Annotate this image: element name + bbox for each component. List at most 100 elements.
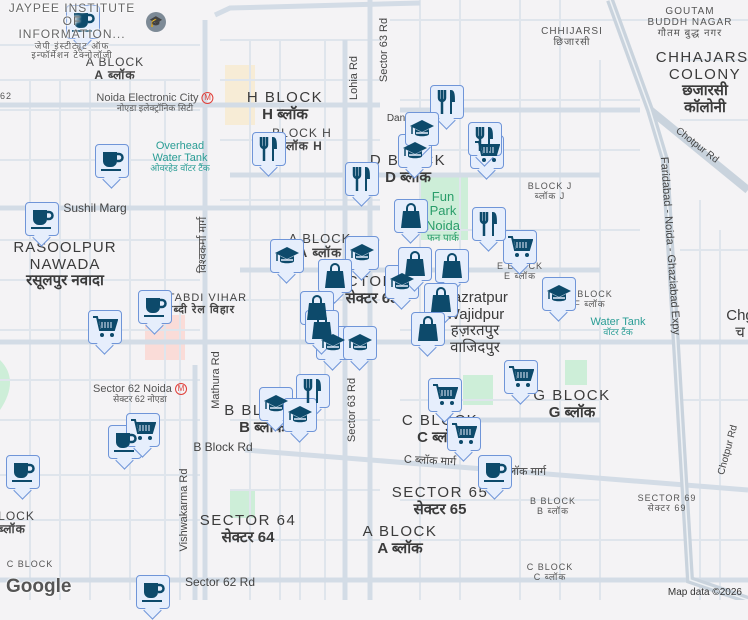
area-a-block-c: A BLOCK A ब्लॉक — [288, 231, 352, 261]
coffee-marker[interactable] — [6, 455, 40, 489]
cart-marker[interactable] — [503, 230, 537, 264]
bag-icon — [430, 287, 452, 313]
area-g-block: G BLOCK G ब्लॉक — [533, 387, 611, 421]
restaurant-icon — [479, 211, 499, 237]
coffee-marker[interactable] — [136, 575, 170, 609]
school-marker[interactable] — [343, 326, 377, 360]
main-roads — [0, 0, 748, 600]
coffee-icon — [483, 461, 507, 483]
school-marker[interactable] — [405, 112, 439, 146]
road-sector-63-rd-north: Sector 63 Rd — [377, 17, 390, 83]
area-sector-69: SECTOR 69 सेक्टर 69 — [637, 493, 697, 513]
poi-fun-park-noida[interactable]: Fun Park Noida फन पार्क — [426, 189, 460, 244]
area-block-h: BLOCK H ब्लॉक H — [272, 126, 332, 154]
coffee-marker[interactable] — [66, 5, 100, 39]
restaurant-icon — [475, 126, 495, 152]
coffee-marker[interactable] — [138, 290, 172, 324]
school-icon — [409, 118, 435, 140]
cart-icon — [451, 422, 477, 446]
school-poi-icon[interactable]: 🎓 — [146, 12, 166, 32]
bag-marker[interactable] — [424, 283, 458, 317]
area-chg: Chgच — [726, 307, 748, 341]
edge-label-62: 62 — [0, 91, 13, 101]
map-attribution[interactable]: Map data ©2026 — [667, 587, 742, 598]
restaurant-marker[interactable] — [472, 207, 506, 241]
poi-sector-62-noida[interactable]: Sector 62 Noida M सेक्टर 62 नोएडा — [93, 383, 187, 405]
coffee-marker[interactable] — [95, 144, 129, 178]
restaurant-marker[interactable] — [345, 162, 379, 196]
area-goutam-buddh-nagar: GOUTAM BUDDH NAGAR गौतम बुद्ध नगर — [647, 6, 733, 39]
cart-icon — [130, 418, 156, 442]
area-chhijarsi: CHHIJARSI छिजारसी — [541, 26, 603, 48]
school-icon — [402, 140, 428, 162]
area-a-block-s: A BLOCK A ब्लॉक — [362, 523, 438, 557]
school-marker[interactable] — [283, 398, 317, 432]
area-a-block-nw: A BLOCK A ब्लॉक — [85, 55, 145, 83]
school-marker[interactable] — [542, 277, 576, 311]
poi-water-tank[interactable]: Water Tank वॉटर टैंक — [590, 316, 646, 338]
school-icon — [546, 283, 572, 305]
school-marker[interactable] — [398, 134, 432, 168]
google-logo[interactable]: Google — [6, 576, 72, 597]
restaurant-icon — [259, 136, 279, 162]
bag-icon — [311, 314, 333, 340]
bag-icon — [441, 253, 463, 279]
cart-icon — [432, 383, 458, 407]
restaurant-marker[interactable] — [252, 132, 286, 166]
cart-icon — [508, 365, 534, 389]
school-icon — [287, 404, 313, 426]
coffee-marker[interactable] — [478, 455, 512, 489]
metro-icon: M — [201, 92, 214, 105]
bag-marker[interactable] — [411, 312, 445, 346]
area-c-block-sw: C BLOCK — [6, 559, 54, 569]
school-marker[interactable] — [345, 236, 379, 270]
restaurant-marker[interactable] — [430, 85, 464, 119]
metro-icon: M — [174, 383, 187, 396]
cart-marker[interactable] — [88, 310, 122, 344]
cart-marker[interactable] — [447, 417, 481, 451]
coffee-icon — [113, 431, 137, 453]
road-sushil-marg: Sushil Marg — [63, 201, 127, 215]
coffee-icon — [71, 11, 95, 33]
area-f-block: F BLOCK F ब्लॉक — [567, 289, 613, 309]
area-b-block-e: B BLOCK B ब्लॉक — [529, 496, 577, 516]
bag-marker[interactable] — [435, 249, 469, 283]
area-sector-65: SECTOR 65 सेक्टर 65 — [391, 484, 489, 518]
bag-icon — [404, 251, 426, 277]
school-marker[interactable] — [270, 239, 304, 273]
restaurant-marker[interactable] — [468, 122, 502, 156]
bag-marker[interactable] — [318, 259, 352, 293]
cart-marker[interactable] — [126, 413, 160, 447]
school-icon — [274, 245, 300, 267]
cart-marker[interactable] — [428, 378, 462, 412]
area-hazratpur-wajidpur: Hazratpur Wajidpur हज़रतपुर वाजिदपुर — [442, 289, 508, 356]
area-sector-64: SECTOR 64 सेक्टर 64 — [199, 512, 297, 546]
cart-icon — [92, 315, 118, 339]
road-network — [0, 0, 748, 600]
school-marker[interactable] — [385, 265, 419, 299]
road-vishwakarma-rd: Vishwakarma Rd — [177, 468, 190, 552]
bag-marker[interactable] — [398, 247, 432, 281]
bag-marker[interactable] — [394, 199, 428, 233]
cart-marker[interactable] — [504, 360, 538, 394]
road-vishwakarma-marg: विश्वकर्मा मार्ग — [196, 216, 209, 274]
restaurant-icon — [303, 378, 323, 404]
coffee-marker[interactable] — [25, 202, 59, 236]
coffee-marker[interactable] — [108, 425, 142, 459]
poi-overhead-water-tank[interactable]: Overhead Water Tank ओवरहेड वॉटर टैंक — [150, 140, 210, 174]
coffee-icon — [30, 208, 54, 230]
school-icon — [349, 242, 375, 264]
area-h-block: H BLOCK H ब्लॉक — [246, 89, 324, 123]
area-block-sw: BLOCKब्लॉक — [0, 509, 35, 537]
road-mathura-rd: Mathura Rd — [209, 351, 222, 409]
poi-jaypee[interactable]: JAYPEE INSTITUTE OF INFORMATION... जेपी इ… — [8, 1, 136, 61]
area-rasoolpur-nawada: RASOOLPUR NAWADA रसूलपुर नवादा — [13, 239, 117, 289]
restaurant-icon — [437, 89, 457, 115]
road-dan: Dan — [386, 113, 406, 124]
poi-noida-electronic-city[interactable]: Noida Electronic City M नोएडा इलेक्ट्रॉनि… — [96, 92, 214, 114]
cart-icon — [507, 235, 533, 259]
bag-icon — [417, 316, 439, 342]
school-icon — [263, 393, 289, 415]
coffee-icon — [143, 296, 167, 318]
area-block-j: BLOCK J ब्लॉक J — [527, 181, 573, 201]
